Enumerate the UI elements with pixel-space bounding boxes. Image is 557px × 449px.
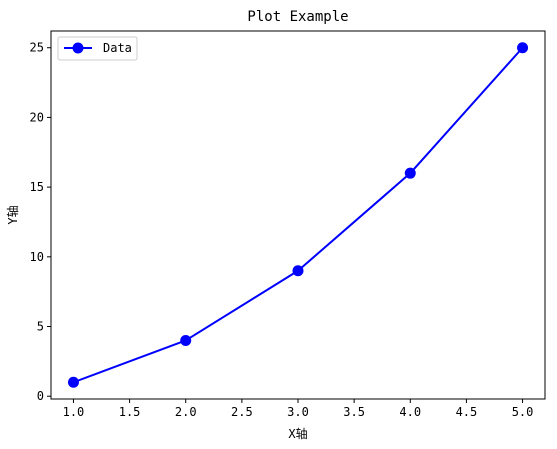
y-tick-label: 0 — [37, 389, 44, 403]
x-tick-label: 3.0 — [287, 405, 309, 419]
x-tick-label: 1.5 — [119, 405, 141, 419]
series-layer — [67, 42, 529, 388]
y-tick-label: 25 — [30, 41, 44, 55]
x-tick-label: 3.5 — [343, 405, 365, 419]
y-tick-label: 5 — [37, 320, 44, 334]
y-axis-label: Y轴 — [5, 205, 20, 224]
legend-label: Data — [103, 41, 132, 55]
data-point — [517, 42, 529, 54]
y-tick-label: 15 — [30, 180, 44, 194]
x-tick-label: 2.0 — [175, 405, 197, 419]
legend: Data — [57, 36, 138, 61]
x-axis-ticks: 1.0 1.5 2.0 2.5 3.0 3.5 4.0 4.5 5.0 — [63, 399, 534, 419]
plot-frame — [50, 30, 546, 400]
plot-area — [51, 31, 545, 399]
data-point — [67, 376, 79, 388]
x-tick-label: 2.5 — [231, 405, 253, 419]
x-tick-label: 5.0 — [512, 405, 534, 419]
x-tick-label: 4.5 — [456, 405, 478, 419]
legend-marker — [72, 42, 84, 54]
data-point — [180, 334, 192, 346]
data-point — [404, 167, 416, 179]
y-tick-label: 20 — [30, 110, 44, 124]
y-tick-label: 10 — [30, 250, 44, 264]
x-tick-label: 4.0 — [399, 405, 421, 419]
y-axis-ticks: 0 5 10 15 20 25 — [30, 41, 51, 403]
x-axis-label: X轴 — [288, 426, 307, 441]
data-point — [292, 265, 304, 277]
x-tick-label: 1.0 — [63, 405, 85, 419]
chart-title: Plot Example — [247, 9, 348, 25]
